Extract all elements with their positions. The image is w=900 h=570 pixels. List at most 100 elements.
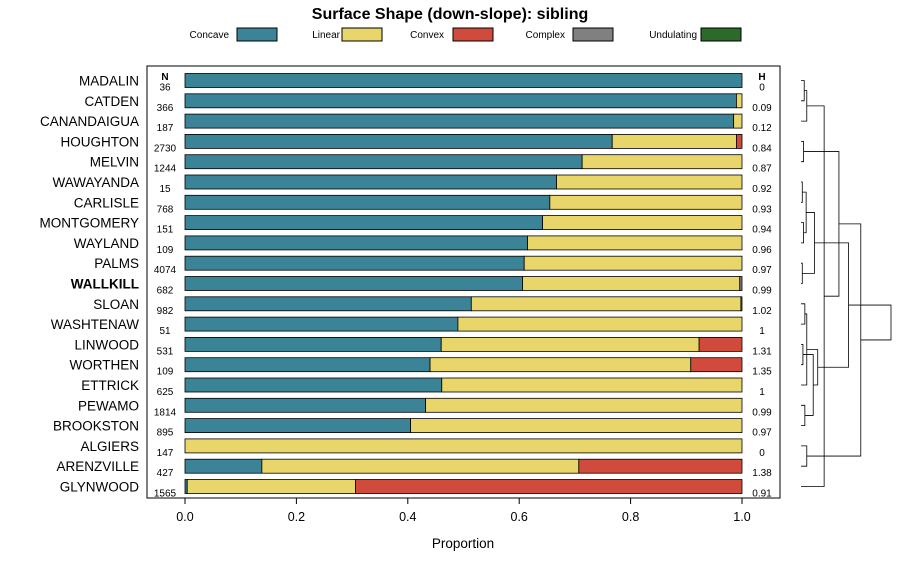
dendrogram-link (802, 191, 807, 234)
row-h-value: 1.02 (752, 306, 772, 317)
bar-segment (184, 113, 735, 129)
row-label: WORTHEN (70, 358, 140, 373)
row-n-value: 2730 (154, 143, 177, 154)
dendrogram-link (803, 151, 840, 297)
row-h-value: 0.96 (752, 245, 772, 256)
row-n-value: 427 (157, 468, 174, 479)
bar-segment (527, 235, 743, 251)
row-n-value: 768 (157, 204, 174, 215)
bar-segment (581, 154, 743, 170)
row-h-value: 1.38 (752, 468, 772, 479)
legend-swatch (341, 27, 383, 42)
row-h-value: 1 (759, 326, 765, 337)
row-h-value: 0.93 (752, 204, 772, 215)
row-n-value: 51 (159, 326, 171, 337)
bar-segment (441, 377, 743, 393)
bar-segment (184, 73, 743, 88)
dendrogram-link (806, 349, 819, 386)
bar-segment (549, 194, 743, 210)
row-h-value: 0.09 (752, 103, 772, 114)
dendrogram (801, 80, 892, 487)
bar-segment (184, 458, 263, 474)
x-axis: 0.0 0.2 0.4 0.6 0.8 1.0 (176, 498, 751, 524)
row-label: PEWAMO (78, 398, 139, 413)
bar-segment (470, 296, 742, 312)
row-h-value: 0.12 (752, 123, 772, 134)
legend-swatch (236, 27, 278, 42)
legend: Concave Linear Convex Complex Undulating (190, 27, 742, 42)
bar-segment (184, 336, 442, 352)
row-label: WAYLAND (74, 236, 140, 251)
legend-label: Convex (410, 30, 444, 41)
row-h-value: 0 (759, 83, 765, 94)
bar-segment (184, 377, 443, 393)
bar-segment (184, 438, 743, 454)
legend-label: Concave (190, 30, 230, 41)
row-label: WALLKILL (71, 277, 139, 292)
row-h-value: 0.99 (752, 407, 772, 418)
row-n-value: 151 (157, 225, 174, 236)
chart-title: Surface Shape (down-slope): sibling (312, 6, 588, 23)
row-h-value: 0.92 (752, 184, 772, 195)
dendrogram-link (801, 262, 803, 284)
legend-swatch (700, 27, 742, 42)
dendrogram-link (801, 222, 804, 244)
row-h-value: 0.87 (752, 164, 772, 175)
row-label: CARLISLE (74, 195, 139, 210)
row-label: ALGIERS (80, 439, 139, 454)
x-tick-label: 1.0 (733, 510, 750, 524)
row-label: ETTRICK (81, 378, 139, 393)
row-n-value: 187 (157, 123, 174, 134)
row-label: PALMS (94, 256, 139, 271)
row-n-value: 15 (159, 184, 171, 195)
row-n-value: 1814 (154, 407, 177, 418)
bar-segment (523, 255, 743, 271)
row-n-value: 36 (159, 83, 171, 94)
bar-segment (261, 458, 580, 474)
bar-segment (184, 357, 431, 373)
bar-segment (457, 316, 743, 332)
x-tick-label: 0.6 (511, 510, 528, 524)
row-label: GLYNWOOD (60, 480, 140, 495)
row-label: WASHTENAW (51, 317, 140, 332)
row-label: WAWAYANDA (53, 175, 140, 190)
bar-segment (740, 296, 743, 312)
row-label: CANANDAIGUA (40, 114, 139, 129)
bar-segment (690, 357, 743, 373)
bar-segment (410, 418, 743, 434)
bar-segment (429, 357, 692, 373)
dendrogram-link (801, 344, 804, 366)
bar-segment (184, 276, 523, 291)
row-h-value: 1.31 (752, 346, 772, 357)
row-label: LINWOOD (74, 337, 139, 352)
dendrogram-link (801, 303, 806, 325)
row-label: MONTGOMERY (39, 216, 139, 231)
row-h-value: 1 (759, 387, 765, 398)
row-label: CATDEN (84, 94, 139, 109)
row-n-value: 4074 (154, 265, 177, 276)
row-n-value: 109 (157, 245, 174, 256)
rows: MADALIN 36 0 CATDEN 366 0.09 CANANDAIGUA 187 0.1… (39, 73, 772, 500)
row-n-value: 109 (157, 367, 174, 378)
bar-segment (184, 215, 543, 231)
dendrogram-link (814, 242, 849, 368)
x-tick-label: 0.2 (288, 510, 305, 524)
bar-segment (184, 397, 427, 413)
row-n-value: 531 (157, 346, 174, 357)
bar-segment (184, 316, 459, 332)
legend-label: Undulating (649, 30, 697, 41)
bar-segment (184, 154, 583, 170)
dendrogram-link (801, 105, 825, 487)
n-header: N (161, 72, 168, 83)
row-label: SLOAN (93, 297, 139, 312)
bar-segment (186, 479, 356, 494)
bar-segment (739, 276, 743, 291)
row-n-value: 366 (157, 103, 174, 114)
row-h-value: 0.91 (752, 489, 772, 500)
dendrogram-link (848, 304, 892, 341)
bar-segment (184, 93, 737, 109)
bar-segment (736, 133, 743, 149)
bar-segment (611, 133, 737, 149)
bar-segment (440, 336, 700, 352)
